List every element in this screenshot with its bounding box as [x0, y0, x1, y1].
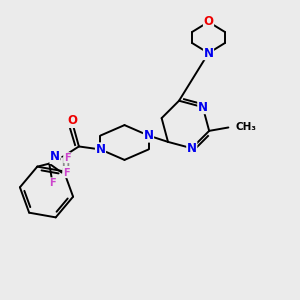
Text: F: F [64, 153, 70, 163]
Text: N: N [203, 46, 214, 60]
Text: O: O [67, 115, 77, 128]
Text: N: N [143, 129, 154, 142]
Text: N: N [95, 143, 106, 156]
Text: N: N [50, 151, 60, 164]
Text: O: O [203, 15, 214, 28]
Text: CH₃: CH₃ [236, 122, 257, 133]
Text: N: N [187, 142, 197, 155]
Text: F: F [50, 178, 56, 188]
Text: F: F [63, 168, 69, 178]
Text: H: H [61, 158, 70, 168]
Text: N: N [198, 100, 208, 114]
